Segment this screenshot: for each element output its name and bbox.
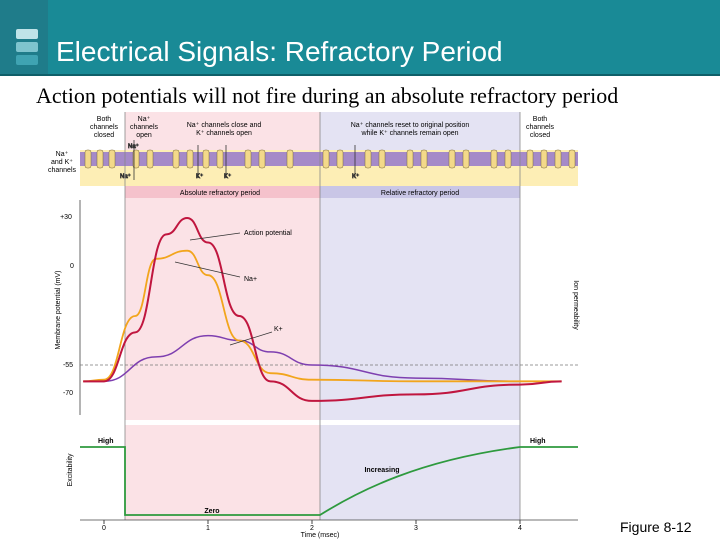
ion-channel bbox=[378, 149, 386, 169]
na-permeability-curve bbox=[83, 249, 562, 383]
slide-title: Electrical Signals: Refractory Period bbox=[56, 36, 503, 67]
ion-channel bbox=[554, 149, 562, 169]
figure-label: Figure 8-12 bbox=[620, 519, 692, 535]
both-closed-left-label: Both channels closed bbox=[90, 116, 119, 139]
x-axis-label: Time (msec) bbox=[301, 532, 340, 539]
na-close-k-open-label: Na⁺ channels close and K⁺ channels open bbox=[187, 122, 262, 137]
ap-callout-line bbox=[189, 232, 241, 241]
logo-bar-1 bbox=[16, 29, 38, 39]
title-bar: Electrical Signals: Refractory Period bbox=[0, 0, 720, 74]
increasing-label: Increasing bbox=[364, 467, 399, 474]
k-callout-label: K+ bbox=[274, 326, 283, 333]
x-tick-label: 4 bbox=[518, 525, 522, 532]
tick-minus55: -55 bbox=[63, 362, 73, 369]
y2-axis-label: Ion permeability bbox=[572, 280, 579, 330]
slide-subtitle: Action potentials will not fire during a… bbox=[36, 83, 619, 108]
svg-text:Na⁺: Na⁺ bbox=[120, 173, 131, 180]
svg-text:K⁺: K⁺ bbox=[224, 173, 231, 180]
tick-0: 0 bbox=[70, 263, 74, 270]
ion-channel bbox=[244, 149, 252, 169]
both-closed-right-label: Both channels closed bbox=[526, 116, 555, 139]
ion-channel bbox=[490, 149, 498, 169]
logo-bar-2 bbox=[16, 42, 38, 52]
ion-channel bbox=[448, 149, 456, 169]
excitability-curve bbox=[80, 446, 578, 516]
x-tick-label: 0 bbox=[102, 525, 106, 532]
ion-channel bbox=[172, 149, 180, 169]
title-underline bbox=[0, 74, 720, 76]
ion-channel bbox=[504, 149, 512, 169]
logo-bar-3 bbox=[16, 55, 38, 65]
na-callout-label: Na+ bbox=[244, 276, 257, 283]
ion-channel bbox=[406, 149, 414, 169]
absolute-period-header bbox=[125, 186, 320, 198]
na-reset-k-open-label: Na⁺ channels reset to original position w… bbox=[351, 122, 470, 137]
na-callout-line bbox=[174, 261, 241, 278]
ion-channel bbox=[364, 149, 372, 169]
high-right-label: High bbox=[530, 438, 546, 445]
logo-strip bbox=[0, 0, 48, 74]
ion-channel bbox=[540, 149, 548, 169]
svg-text:K⁺: K⁺ bbox=[352, 173, 359, 180]
absolute-period-label: Absolute refractory period bbox=[180, 190, 260, 197]
ion-channel bbox=[258, 149, 266, 169]
tick-minus70: -70 bbox=[63, 390, 73, 397]
x-ticks: 0 1 2 3 4 bbox=[102, 520, 522, 532]
k-permeability-curve bbox=[83, 334, 562, 383]
ion-channels bbox=[84, 149, 576, 169]
ion-channel bbox=[84, 149, 92, 169]
ion-channel bbox=[420, 149, 428, 169]
relative-period-label: Relative refractory period bbox=[381, 190, 459, 197]
ion-channel bbox=[108, 149, 116, 169]
ion-channel bbox=[322, 149, 330, 169]
tick-plus30: +30 bbox=[60, 214, 72, 221]
na-open-label: Na⁺ channels open bbox=[130, 116, 159, 139]
x-tick-label: 1 bbox=[206, 525, 210, 532]
x-tick-label: 2 bbox=[310, 525, 314, 532]
high-left-label: High bbox=[98, 438, 114, 445]
ion-flow-arrows: Na⁺ K⁺ K⁺ K⁺ Na⁺ bbox=[120, 140, 360, 180]
ion-channel bbox=[202, 149, 210, 169]
ion-channel bbox=[96, 149, 104, 169]
ion-channel bbox=[462, 149, 470, 169]
ion-channel bbox=[568, 149, 576, 169]
ion-channel bbox=[526, 149, 534, 169]
svg-text:K⁺: K⁺ bbox=[196, 173, 203, 180]
excitability-axis-label: Excitability bbox=[67, 453, 74, 487]
x-tick-label: 3 bbox=[414, 525, 418, 532]
zero-label: Zero bbox=[204, 508, 219, 515]
relative-period-header bbox=[320, 186, 520, 198]
ion-channel bbox=[146, 149, 154, 169]
ion-channel bbox=[186, 149, 194, 169]
ap-callout-label: Action potential bbox=[244, 230, 292, 237]
ion-channel bbox=[336, 149, 344, 169]
ion-channel bbox=[132, 149, 140, 169]
channels-side-label: Na⁺ and K⁺ channels bbox=[48, 151, 77, 174]
action-potential-curve bbox=[83, 216, 562, 402]
y-axis-label: Membrane potential (mV) bbox=[55, 271, 62, 350]
ion-channel bbox=[216, 149, 224, 169]
relative-region-bottom bbox=[320, 425, 520, 520]
absolute-region-bottom bbox=[125, 425, 320, 520]
ion-channel bbox=[286, 149, 294, 169]
k-callout-line bbox=[229, 331, 273, 346]
svg-text:Na⁺: Na⁺ bbox=[128, 143, 139, 150]
